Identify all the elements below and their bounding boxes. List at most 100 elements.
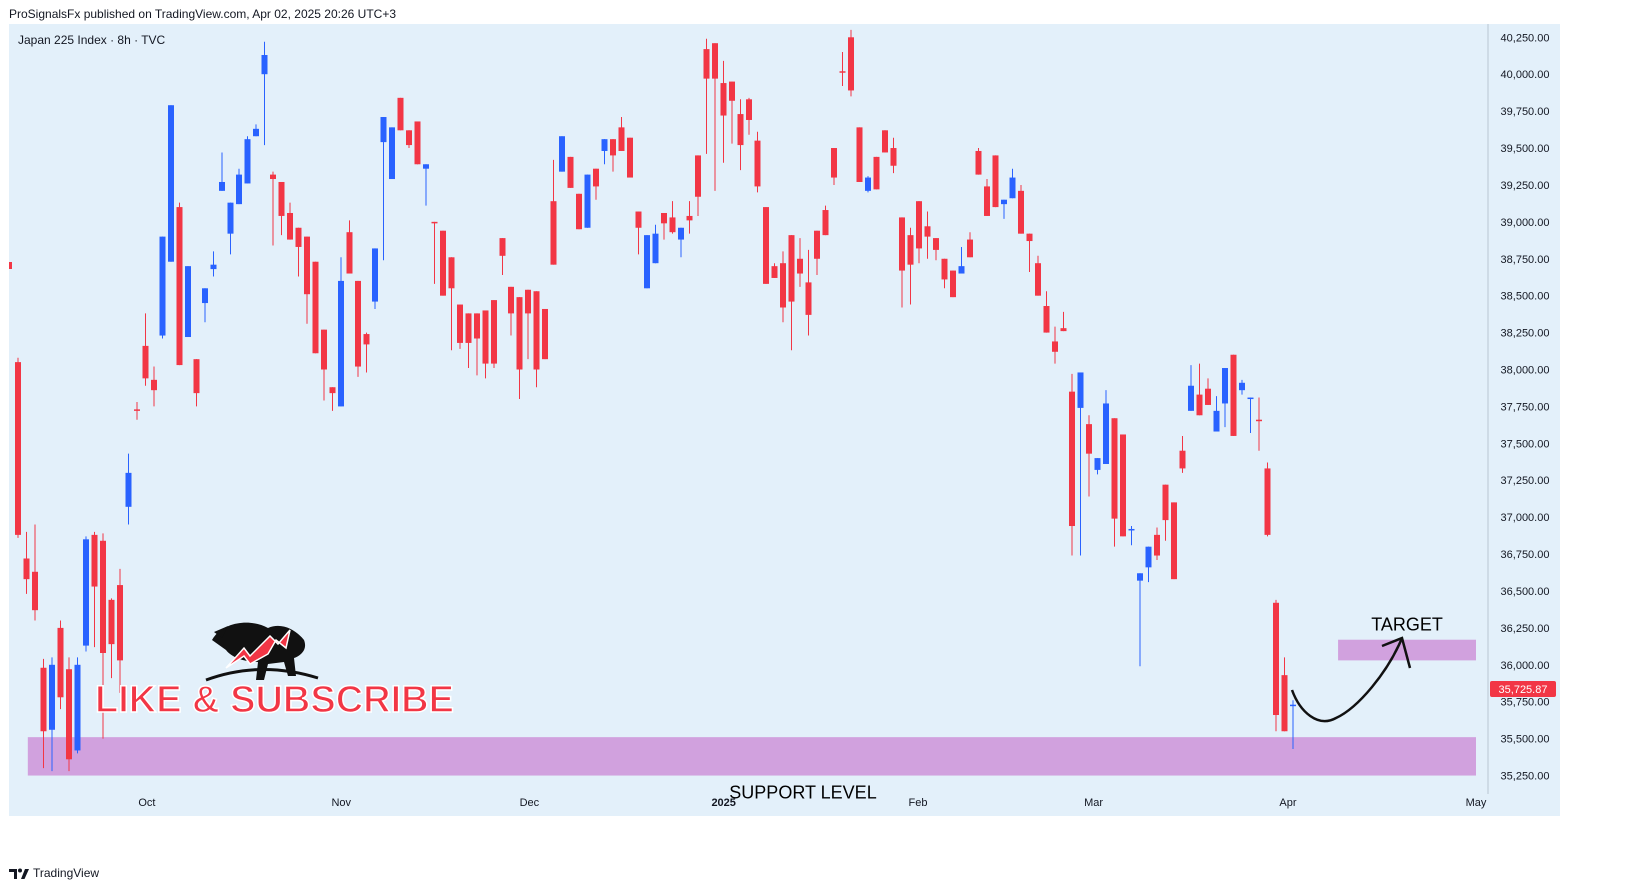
candle bbox=[1145, 546, 1152, 583]
candle bbox=[584, 174, 591, 228]
price-tick-label: 38,250.00 bbox=[1501, 328, 1550, 340]
candle-body bbox=[516, 297, 523, 370]
candle bbox=[907, 227, 914, 305]
candle bbox=[559, 136, 565, 172]
candle-body bbox=[1077, 372, 1084, 408]
candle bbox=[312, 261, 319, 354]
like-subscribe-watermark: LIKE & SUBSCRIBE bbox=[95, 679, 454, 721]
candle bbox=[465, 313, 472, 369]
candle bbox=[49, 657, 55, 772]
candle bbox=[210, 251, 217, 277]
time-tick-label: Mar bbox=[1084, 797, 1103, 809]
candle-body bbox=[1154, 534, 1160, 556]
candle bbox=[1213, 396, 1220, 432]
candle bbox=[1035, 255, 1041, 296]
candle bbox=[754, 131, 761, 193]
last-price-tag: 35,725.87 bbox=[1490, 681, 1556, 697]
candle-body bbox=[253, 128, 259, 137]
candle-body bbox=[1239, 382, 1245, 391]
candle-body bbox=[91, 534, 98, 587]
candle bbox=[482, 310, 489, 379]
candle-body bbox=[533, 291, 540, 370]
candle-body bbox=[678, 227, 684, 240]
candle bbox=[873, 156, 880, 190]
candle bbox=[389, 127, 395, 180]
candle bbox=[40, 658, 47, 769]
candle-body bbox=[74, 664, 81, 751]
candle bbox=[814, 230, 820, 276]
candle-body bbox=[559, 136, 565, 172]
candle bbox=[1052, 326, 1058, 364]
candle bbox=[151, 366, 157, 407]
candle-body bbox=[465, 313, 472, 343]
candle-body bbox=[992, 155, 999, 208]
candle bbox=[1060, 311, 1067, 332]
candle bbox=[508, 286, 514, 336]
candle bbox=[1018, 184, 1024, 234]
candle bbox=[712, 43, 718, 191]
candle-body bbox=[397, 97, 404, 131]
candle bbox=[57, 620, 64, 710]
candle bbox=[695, 155, 701, 216]
candle bbox=[125, 453, 132, 525]
candle-body bbox=[652, 233, 659, 264]
candle bbox=[338, 257, 344, 407]
price-tick-label: 38,500.00 bbox=[1501, 291, 1550, 303]
last-price-label: 35,725.87 bbox=[1499, 684, 1548, 696]
candle-body bbox=[856, 127, 863, 182]
candle bbox=[431, 221, 438, 284]
candle-body bbox=[355, 280, 361, 367]
price-tick-label: 39,250.00 bbox=[1501, 180, 1550, 192]
candle-body bbox=[1137, 573, 1143, 581]
price-tick-label: 36,750.00 bbox=[1501, 549, 1550, 561]
candle-body bbox=[848, 37, 854, 91]
time-axis-background bbox=[9, 794, 1560, 816]
candle-body bbox=[414, 121, 421, 165]
candle-body bbox=[814, 230, 820, 259]
candle-body bbox=[1128, 528, 1135, 531]
candle-body bbox=[108, 599, 115, 645]
price-tick-label: 38,000.00 bbox=[1501, 365, 1550, 377]
price-tick-label: 40,000.00 bbox=[1501, 69, 1550, 81]
candle bbox=[1103, 390, 1109, 464]
candle-body bbox=[1196, 394, 1203, 416]
candle bbox=[1256, 397, 1262, 451]
candle-body bbox=[669, 217, 676, 233]
footer-brand: TradingView bbox=[33, 866, 100, 880]
candle bbox=[525, 289, 531, 360]
footer[interactable]: TradingView bbox=[9, 866, 99, 880]
candle-body bbox=[508, 286, 514, 314]
candle bbox=[1239, 379, 1245, 395]
candle bbox=[499, 238, 506, 276]
candle-body bbox=[695, 155, 701, 197]
candle-body bbox=[83, 539, 89, 646]
candle bbox=[950, 270, 956, 298]
candle-body bbox=[712, 43, 718, 79]
candle-body bbox=[941, 258, 948, 280]
candle bbox=[933, 238, 939, 261]
candle bbox=[746, 97, 752, 135]
candle bbox=[652, 224, 659, 264]
candle-body bbox=[1256, 419, 1262, 422]
candle-body bbox=[202, 288, 208, 304]
candle-body bbox=[193, 359, 200, 394]
candle-body bbox=[423, 164, 429, 169]
candle bbox=[958, 246, 965, 274]
candle bbox=[729, 81, 735, 144]
candle bbox=[1026, 233, 1033, 273]
candle bbox=[406, 130, 412, 149]
candle-body bbox=[661, 212, 667, 224]
candle bbox=[601, 139, 608, 165]
candle bbox=[15, 357, 21, 538]
candle-body bbox=[924, 226, 931, 237]
candle bbox=[542, 308, 548, 360]
candle bbox=[890, 137, 897, 174]
candle-body bbox=[151, 379, 157, 391]
candle bbox=[304, 236, 310, 324]
candle-body bbox=[618, 127, 625, 151]
candle bbox=[839, 52, 846, 87]
candle bbox=[448, 257, 455, 351]
candle bbox=[1137, 573, 1143, 667]
time-tick-label: Oct bbox=[138, 797, 155, 809]
